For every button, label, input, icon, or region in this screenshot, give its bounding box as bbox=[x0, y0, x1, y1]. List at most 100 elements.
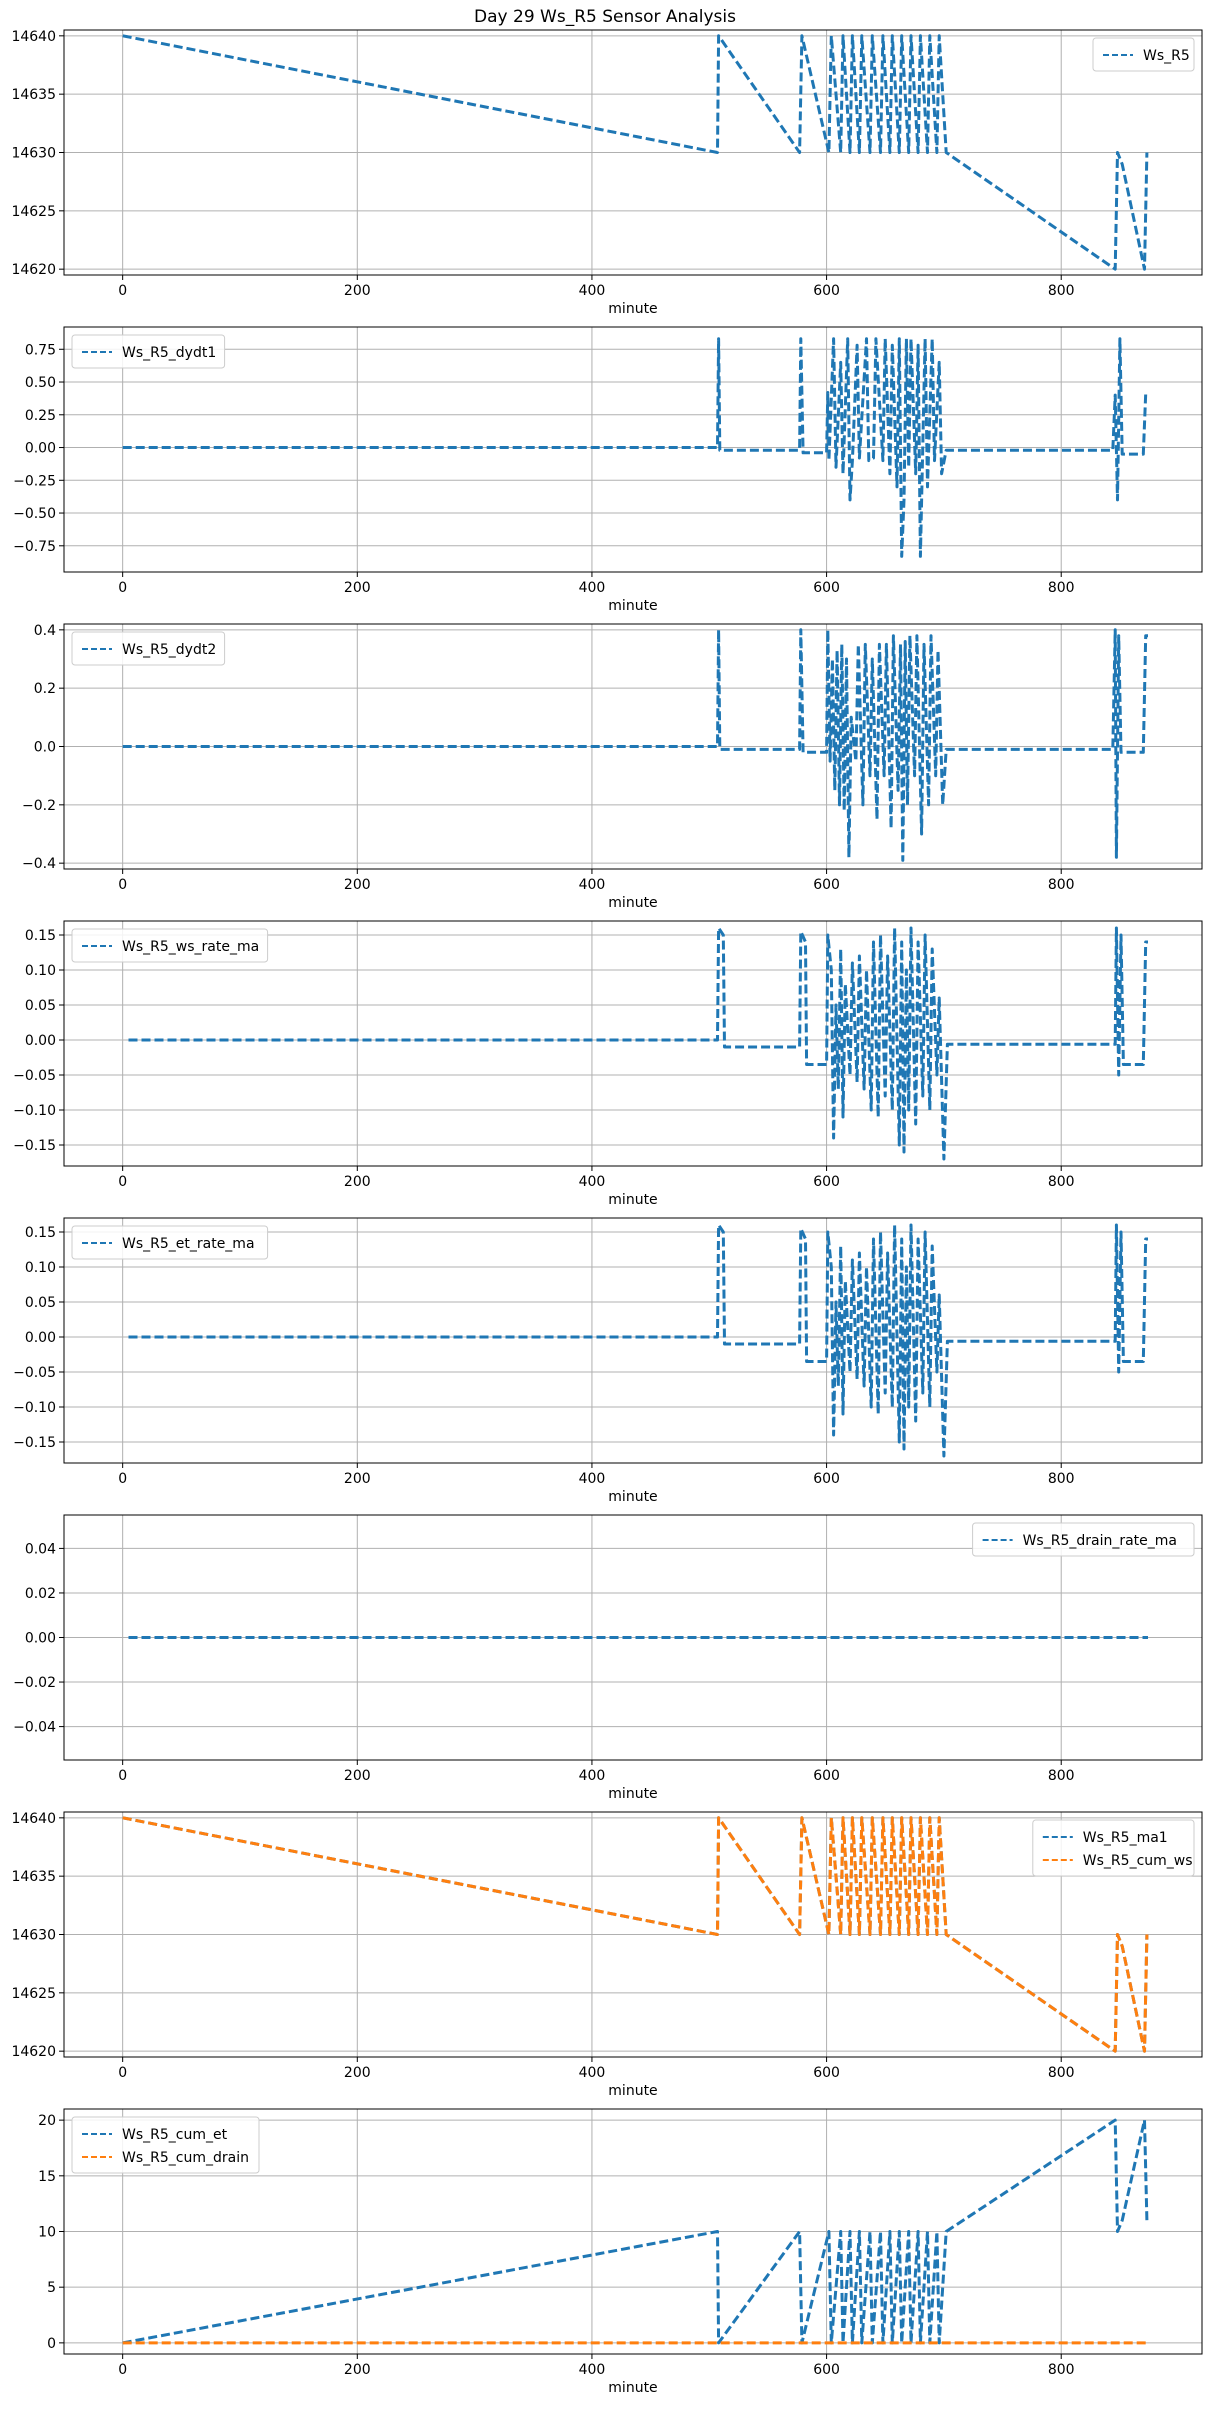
series-line-ws-r5-dydt2 bbox=[122, 628, 1148, 862]
x-axis-label: minute bbox=[608, 895, 657, 911]
x-tick-label: 200 bbox=[344, 1174, 371, 1190]
x-tick-label: 0 bbox=[118, 2065, 127, 2081]
y-tick-label: −0.50 bbox=[13, 506, 56, 522]
y-tick-label: 14640 bbox=[11, 29, 56, 45]
legend-label: Ws_R5 bbox=[1143, 48, 1190, 64]
y-tick-label: −0.75 bbox=[13, 539, 56, 555]
x-tick-label: 200 bbox=[344, 1768, 371, 1784]
x-tick-label: 600 bbox=[813, 1471, 840, 1487]
x-tick-label: 0 bbox=[118, 580, 127, 596]
y-tick-label: 0.2 bbox=[34, 681, 56, 697]
y-tick-label: 0.00 bbox=[25, 1330, 56, 1346]
y-tick-label: 14625 bbox=[11, 1986, 56, 2002]
series-line-ws-r5-cum-ws bbox=[122, 1816, 1149, 2053]
x-tick-label: 600 bbox=[813, 1174, 840, 1190]
series-line-ws-r5-cum-et bbox=[122, 2118, 1149, 2345]
x-axis-label: minute bbox=[608, 598, 657, 614]
y-tick-label: 0.00 bbox=[25, 1033, 56, 1049]
legend: Ws_R5 bbox=[1092, 37, 1195, 72]
y-tick-label: 0.05 bbox=[25, 1295, 56, 1311]
x-tick-label: 800 bbox=[1048, 2065, 1075, 2081]
legend-label: Ws_R5_dydt2 bbox=[122, 642, 216, 658]
x-tick-label: 400 bbox=[579, 877, 606, 893]
x-tick-label: 0 bbox=[118, 877, 127, 893]
y-tick-label: 14625 bbox=[11, 204, 56, 220]
x-tick-label: 400 bbox=[579, 2362, 606, 2378]
legend: Ws_R5_dydt1 bbox=[71, 334, 226, 369]
y-tick-label: 14620 bbox=[11, 2044, 56, 2060]
y-tick-label: −0.4 bbox=[22, 856, 56, 872]
x-tick-label: 800 bbox=[1048, 283, 1075, 299]
y-tick-label: 0.00 bbox=[25, 441, 56, 457]
chart-panel-5: 0 200 400 600 800 −0.15 −0.10 −0.05 0.00 0.05 0.10… bbox=[13, 1217, 1203, 1505]
legend: Ws_R5_dydt2 bbox=[71, 631, 226, 666]
y-tick-label: 14640 bbox=[11, 1811, 56, 1827]
legend: Ws_R5_drain_rate_ma bbox=[972, 1522, 1195, 1557]
legend-label: Ws_R5_et_rate_ma bbox=[122, 1236, 255, 1252]
x-axis-label: minute bbox=[608, 1489, 657, 1505]
legend-box bbox=[71, 2116, 260, 2174]
x-tick-label: 200 bbox=[344, 877, 371, 893]
legend-box bbox=[1032, 1819, 1195, 1877]
plot-frame bbox=[63, 326, 1203, 573]
legend-box bbox=[71, 1225, 269, 1260]
y-tick-label: 0.25 bbox=[25, 408, 56, 424]
y-tick-label: 14635 bbox=[11, 87, 56, 103]
y-tick-label: 0.4 bbox=[34, 623, 56, 639]
y-tick-label: 0.04 bbox=[25, 1541, 56, 1557]
legend: Ws_R5_et_rate_ma bbox=[71, 1225, 269, 1260]
y-tick-label: −0.02 bbox=[13, 1675, 56, 1691]
legend: Ws_R5_ws_rate_ma bbox=[71, 928, 269, 963]
x-axis-label: minute bbox=[608, 1786, 657, 1802]
series-line-ws-r5-dydt1 bbox=[122, 337, 1148, 558]
y-tick-label: −0.2 bbox=[22, 798, 56, 814]
series-line-ws-r5-et-rate-ma bbox=[128, 1223, 1148, 1458]
y-tick-label: 0.02 bbox=[25, 1586, 56, 1602]
x-tick-label: 200 bbox=[344, 283, 371, 299]
y-tick-label: −0.10 bbox=[13, 1103, 56, 1119]
y-tick-label: 0.05 bbox=[25, 998, 56, 1014]
chart-panel-6: 0 200 400 600 800 −0.04 −0.02 0.00 0.02 0.04 minut… bbox=[13, 1514, 1203, 1802]
legend-label: Ws_R5_dydt1 bbox=[122, 345, 216, 361]
x-axis-label: minute bbox=[608, 301, 657, 317]
chart-panel-7: 0 200 400 600 800 14620 14625 14630 14635 14640 mi… bbox=[11, 1811, 1203, 2099]
y-tick-label: −0.15 bbox=[13, 1435, 56, 1451]
panels: 0 200 400 600 800 14620 14625 14630 14635 14640 mi… bbox=[11, 29, 1203, 2396]
x-tick-label: 600 bbox=[813, 1768, 840, 1784]
legend-box bbox=[71, 928, 269, 963]
x-tick-label: 200 bbox=[344, 580, 371, 596]
x-tick-label: 600 bbox=[813, 580, 840, 596]
series-line-ws-r5-ws-rate-ma bbox=[128, 926, 1148, 1161]
y-tick-label: 14630 bbox=[11, 1928, 56, 1944]
x-tick-label: 400 bbox=[579, 283, 606, 299]
x-tick-label: 800 bbox=[1048, 877, 1075, 893]
y-tick-label: 14635 bbox=[11, 1869, 56, 1885]
y-tick-label: 0.15 bbox=[25, 1225, 56, 1241]
legend: Ws_R5_cum_et Ws_R5_cum_drain bbox=[71, 2116, 260, 2174]
x-tick-label: 800 bbox=[1048, 2362, 1075, 2378]
y-tick-label: 0.75 bbox=[25, 342, 56, 358]
legend-box bbox=[972, 1522, 1195, 1557]
figure-title: Day 29 Ws_R5 Sensor Analysis bbox=[474, 7, 736, 27]
x-tick-label: 600 bbox=[813, 283, 840, 299]
x-tick-label: 0 bbox=[118, 2362, 127, 2378]
x-axis-label: minute bbox=[608, 2380, 657, 2396]
x-tick-label: 800 bbox=[1048, 580, 1075, 596]
x-tick-label: 0 bbox=[118, 1768, 127, 1784]
legend-box bbox=[71, 334, 226, 369]
y-tick-label: 0.0 bbox=[34, 740, 56, 756]
x-tick-label: 200 bbox=[344, 2065, 371, 2081]
y-tick-label: −0.25 bbox=[13, 473, 56, 489]
x-tick-label: 800 bbox=[1048, 1471, 1075, 1487]
x-tick-label: 800 bbox=[1048, 1174, 1075, 1190]
y-tick-label: 0.10 bbox=[25, 1260, 56, 1276]
chart-panel-4: 0 200 400 600 800 −0.15 −0.10 −0.05 0.00 0.05 0.10… bbox=[13, 920, 1203, 1208]
y-tick-label: 5 bbox=[47, 2280, 56, 2296]
y-tick-label: −0.05 bbox=[13, 1068, 56, 1084]
x-tick-label: 400 bbox=[579, 1768, 606, 1784]
y-tick-label: −0.05 bbox=[13, 1365, 56, 1381]
chart-panel-1: 0 200 400 600 800 14620 14625 14630 14635 14640 mi… bbox=[11, 29, 1203, 317]
x-axis-label: minute bbox=[608, 1192, 657, 1208]
